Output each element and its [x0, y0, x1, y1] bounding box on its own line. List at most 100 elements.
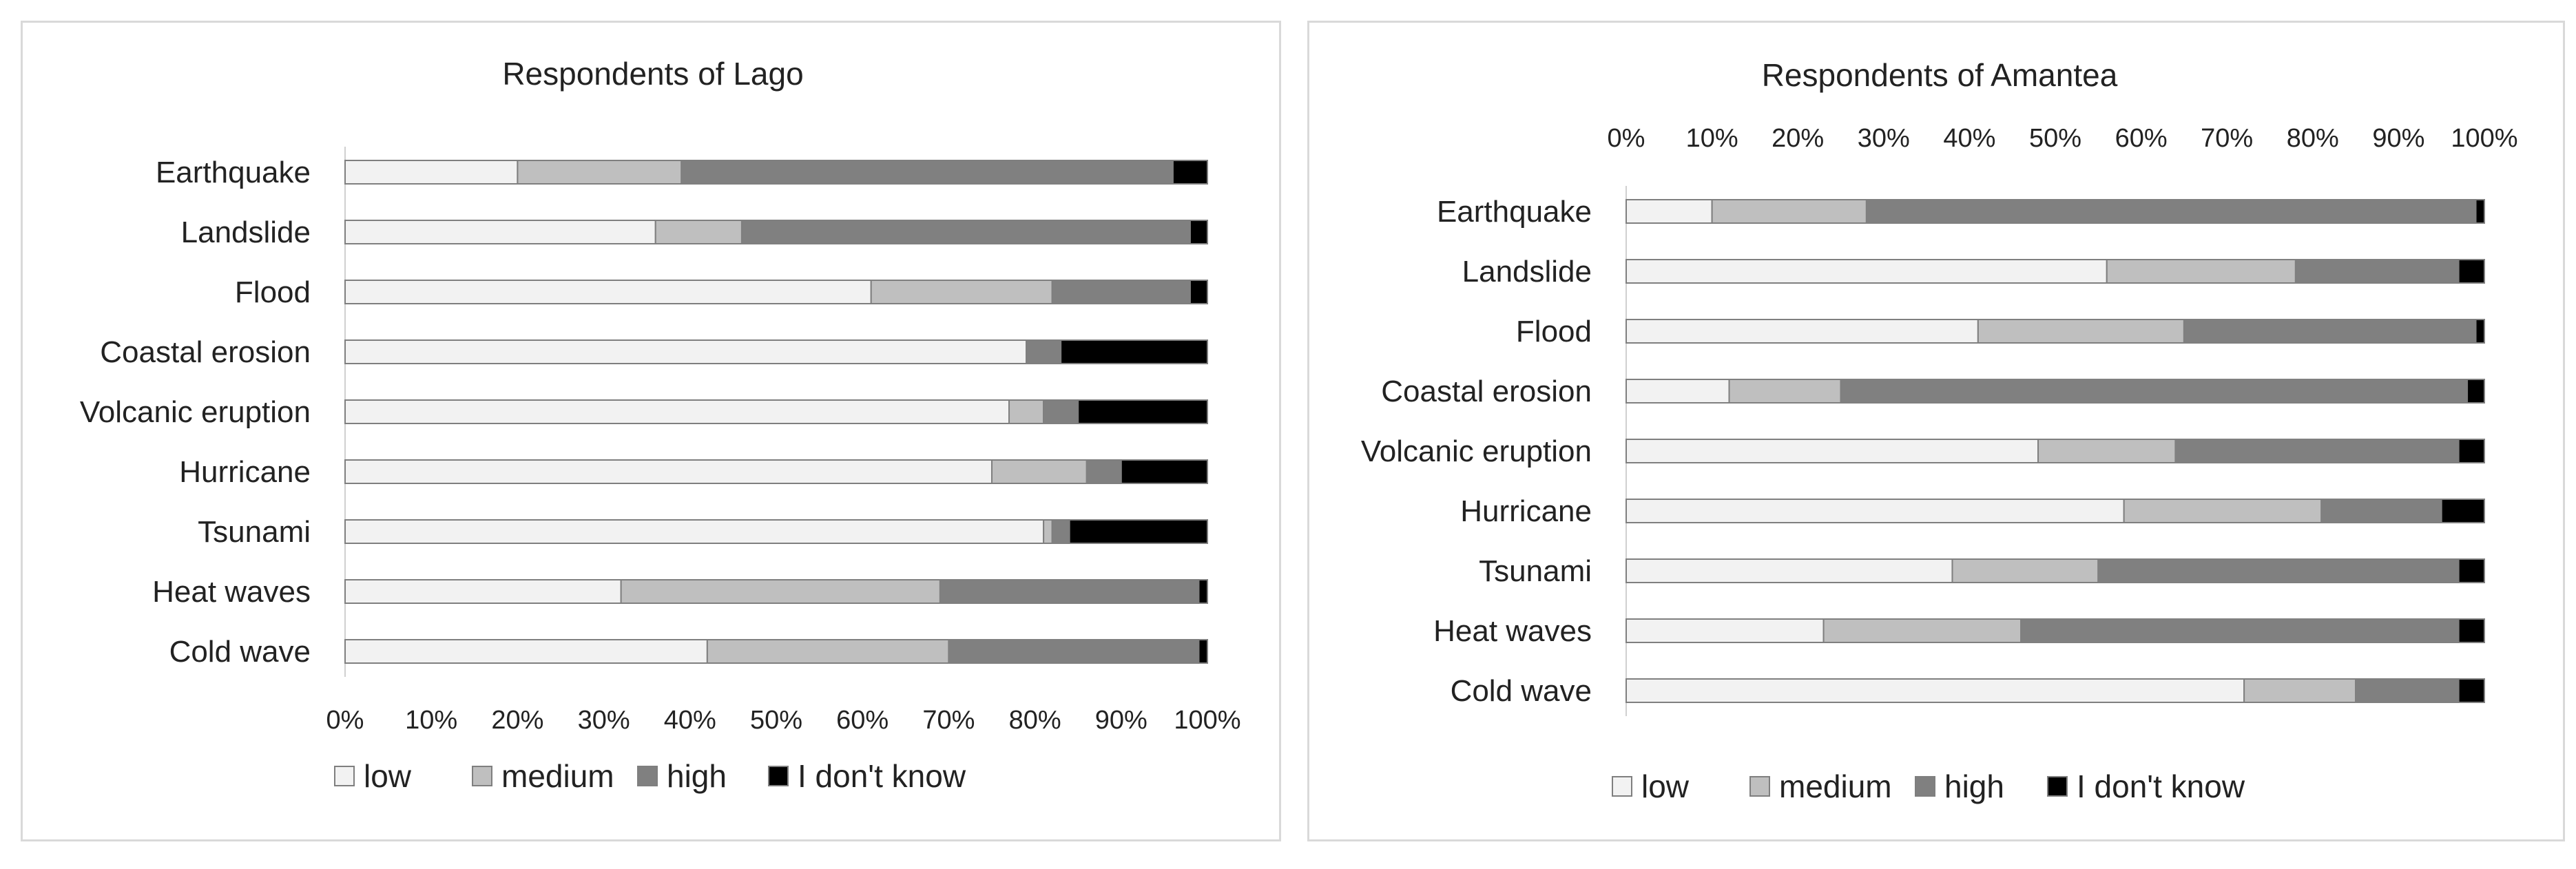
bar-segment-flood-medium [870, 280, 1053, 304]
x-tick-label-lago: 50% [750, 706, 802, 735]
bar-segment-volcanic-eruption-high [2174, 439, 2460, 463]
category-label-cold-wave: Cold wave [169, 635, 311, 669]
bar-segment-earthquake-i-don-t-know [1172, 160, 1209, 185]
x-tick-label-lago: 10% [405, 706, 457, 735]
bar-segment-tsunami-medium [1043, 519, 1053, 544]
x-tick-label-lago: 100% [1174, 706, 1240, 735]
legend-label-i-don-t-know: I don't know [798, 758, 966, 794]
bar-segment-flood-high [1051, 280, 1191, 304]
category-label-landslide: Landslide [181, 216, 311, 249]
bar-segment-volcanic-eruption-medium [2037, 439, 2177, 463]
x-tick-label-lago: 30% [578, 706, 630, 735]
bar-segment-earthquake-high [1865, 199, 2477, 224]
bar-segment-hurricane-high [1086, 459, 1122, 484]
bar-segment-hurricane-medium [991, 459, 1088, 484]
x-tick-label-amantea: 80% [2287, 124, 2339, 153]
bar-segment-cold-wave-low [344, 639, 708, 664]
category-label-tsunami: Tsunami [198, 515, 311, 549]
bar-segment-earthquake-high [681, 160, 1174, 185]
category-label-hurricane: Hurricane [179, 455, 311, 489]
bar-segment-tsunami-i-don-t-know [1068, 519, 1209, 544]
bar-segment-earthquake-i-don-t-know [2475, 199, 2486, 224]
bar-segment-landslide-high [2294, 259, 2460, 284]
legend-swatch-high [1915, 776, 1935, 797]
bar-segment-tsunami-i-don-t-know [2458, 558, 2485, 583]
legend-label-low: low [1641, 768, 1690, 804]
chart-title-amantea: Respondents of Amantea [1762, 57, 2118, 93]
bar-segment-flood-low [1625, 319, 1979, 344]
bar-segment-cold-wave-i-don-t-know [2458, 678, 2485, 703]
bar-segment-coastal-erosion-medium [1728, 379, 1842, 404]
category-label-coastal-erosion: Coastal erosion [100, 335, 311, 369]
legend-swatch-i-don-t-know [768, 766, 789, 786]
bar-segment-coastal-erosion-i-don-t-know [1060, 339, 1209, 364]
x-tick-label-amantea: 30% [1858, 124, 1910, 153]
bar-segment-volcanic-eruption-i-don-t-know [1077, 399, 1208, 424]
x-tick-label-amantea: 0% [1608, 124, 1645, 153]
bar-segment-coastal-erosion-i-don-t-know [2466, 379, 2485, 404]
legend-swatch-i-don-t-know [2047, 776, 2068, 797]
x-tick-label-lago: 0% [326, 706, 364, 735]
bar-segment-flood-i-don-t-know [1189, 280, 1208, 304]
bar-segment-landslide-high [740, 220, 1191, 244]
chart-title-lago: Respondents of Lago [502, 56, 803, 92]
bar-segment-hurricane-high [2320, 499, 2442, 523]
x-tick-label-amantea: 60% [2115, 124, 2168, 153]
bar-segment-hurricane-medium [2123, 499, 2323, 523]
category-label-volcanic-eruption: Volcanic eruption [80, 395, 311, 429]
category-label-hurricane: Hurricane [1460, 494, 1592, 528]
x-tick-label-amantea: 40% [1943, 124, 1995, 153]
bar-segment-heat-waves-low [344, 579, 622, 604]
x-tick-label-lago: 90% [1095, 706, 1147, 735]
x-tick-label-lago: 80% [1009, 706, 1061, 735]
bar-segment-earthquake-medium [517, 160, 683, 185]
legend-label-low: low [364, 758, 412, 794]
bar-segment-flood-i-don-t-know [2475, 319, 2486, 344]
bar-segment-hurricane-low [1625, 499, 2125, 523]
category-label-landslide: Landslide [1462, 255, 1592, 289]
bar-segment-coastal-erosion-high [1026, 339, 1062, 364]
bar-segment-coastal-erosion-low [1625, 379, 1730, 404]
bar-segment-volcanic-eruption-low [1625, 439, 2039, 463]
category-label-volcanic-eruption: Volcanic eruption [1361, 434, 1592, 468]
bar-segment-coastal-erosion-low [344, 339, 1028, 364]
bar-segment-hurricane-low [344, 459, 993, 484]
category-label-earthquake: Earthquake [1437, 195, 1592, 229]
x-tick-label-lago: 70% [922, 706, 975, 735]
chart-amantea: Respondents of Amantea 0% 10% 20% 30% 40% 50% 6… [1361, 57, 2518, 804]
x-tick-label-amantea: 100% [2451, 124, 2517, 153]
bar-segment-earthquake-low [1625, 199, 1713, 224]
chart-lago: Respondents of Lago 0% 10% 20% 30% 40% 50% 60% 7… [80, 56, 1241, 794]
bar-segment-landslide-low [344, 220, 656, 244]
legend-label-high: high [667, 758, 727, 794]
chart-panel-lago: Respondents of Lago 0% 10% 20% 30% 40% 50% 60% 7… [21, 21, 1281, 841]
x-tick-label-amantea: 20% [1772, 124, 1824, 153]
bar-segment-cold-wave-low [1625, 678, 2245, 703]
bar-segment-landslide-medium [654, 220, 742, 244]
bar-segment-hurricane-i-don-t-know [2440, 499, 2485, 523]
category-label-flood: Flood [235, 275, 311, 309]
legend-swatch-medium [1749, 776, 1770, 797]
legend-label-medium: medium [501, 758, 614, 794]
bar-segment-flood-medium [1977, 319, 2185, 344]
bar-segment-tsunami-high [1051, 519, 1070, 544]
bar-segment-tsunami-high [2097, 558, 2460, 583]
bar-segment-earthquake-low [344, 160, 519, 185]
x-tick-label-lago: 60% [836, 706, 889, 735]
bar-segment-hurricane-i-don-t-know [1120, 459, 1209, 484]
bar-segment-landslide-i-don-t-know [1189, 220, 1208, 244]
x-tick-label-lago: 40% [664, 706, 716, 735]
x-tick-label-lago: 20% [491, 706, 543, 735]
bar-segment-tsunami-low [344, 519, 1045, 544]
bar-segment-earthquake-medium [1711, 199, 1867, 224]
legend-swatch-low [1612, 776, 1632, 797]
bar-segment-cold-wave-medium [2243, 678, 2357, 703]
x-tick-label-amantea: 10% [1686, 124, 1738, 153]
legend-swatch-medium [472, 766, 492, 786]
category-label-coastal-erosion: Coastal erosion [1381, 375, 1592, 408]
legend-label-medium: medium [1779, 768, 1892, 804]
bar-segment-landslide-i-don-t-know [2458, 259, 2485, 284]
bar-segment-heat-waves-low [1625, 618, 1825, 643]
x-tick-label-amantea: 50% [2029, 124, 2081, 153]
bar-segment-volcanic-eruption-high [1043, 399, 1079, 424]
